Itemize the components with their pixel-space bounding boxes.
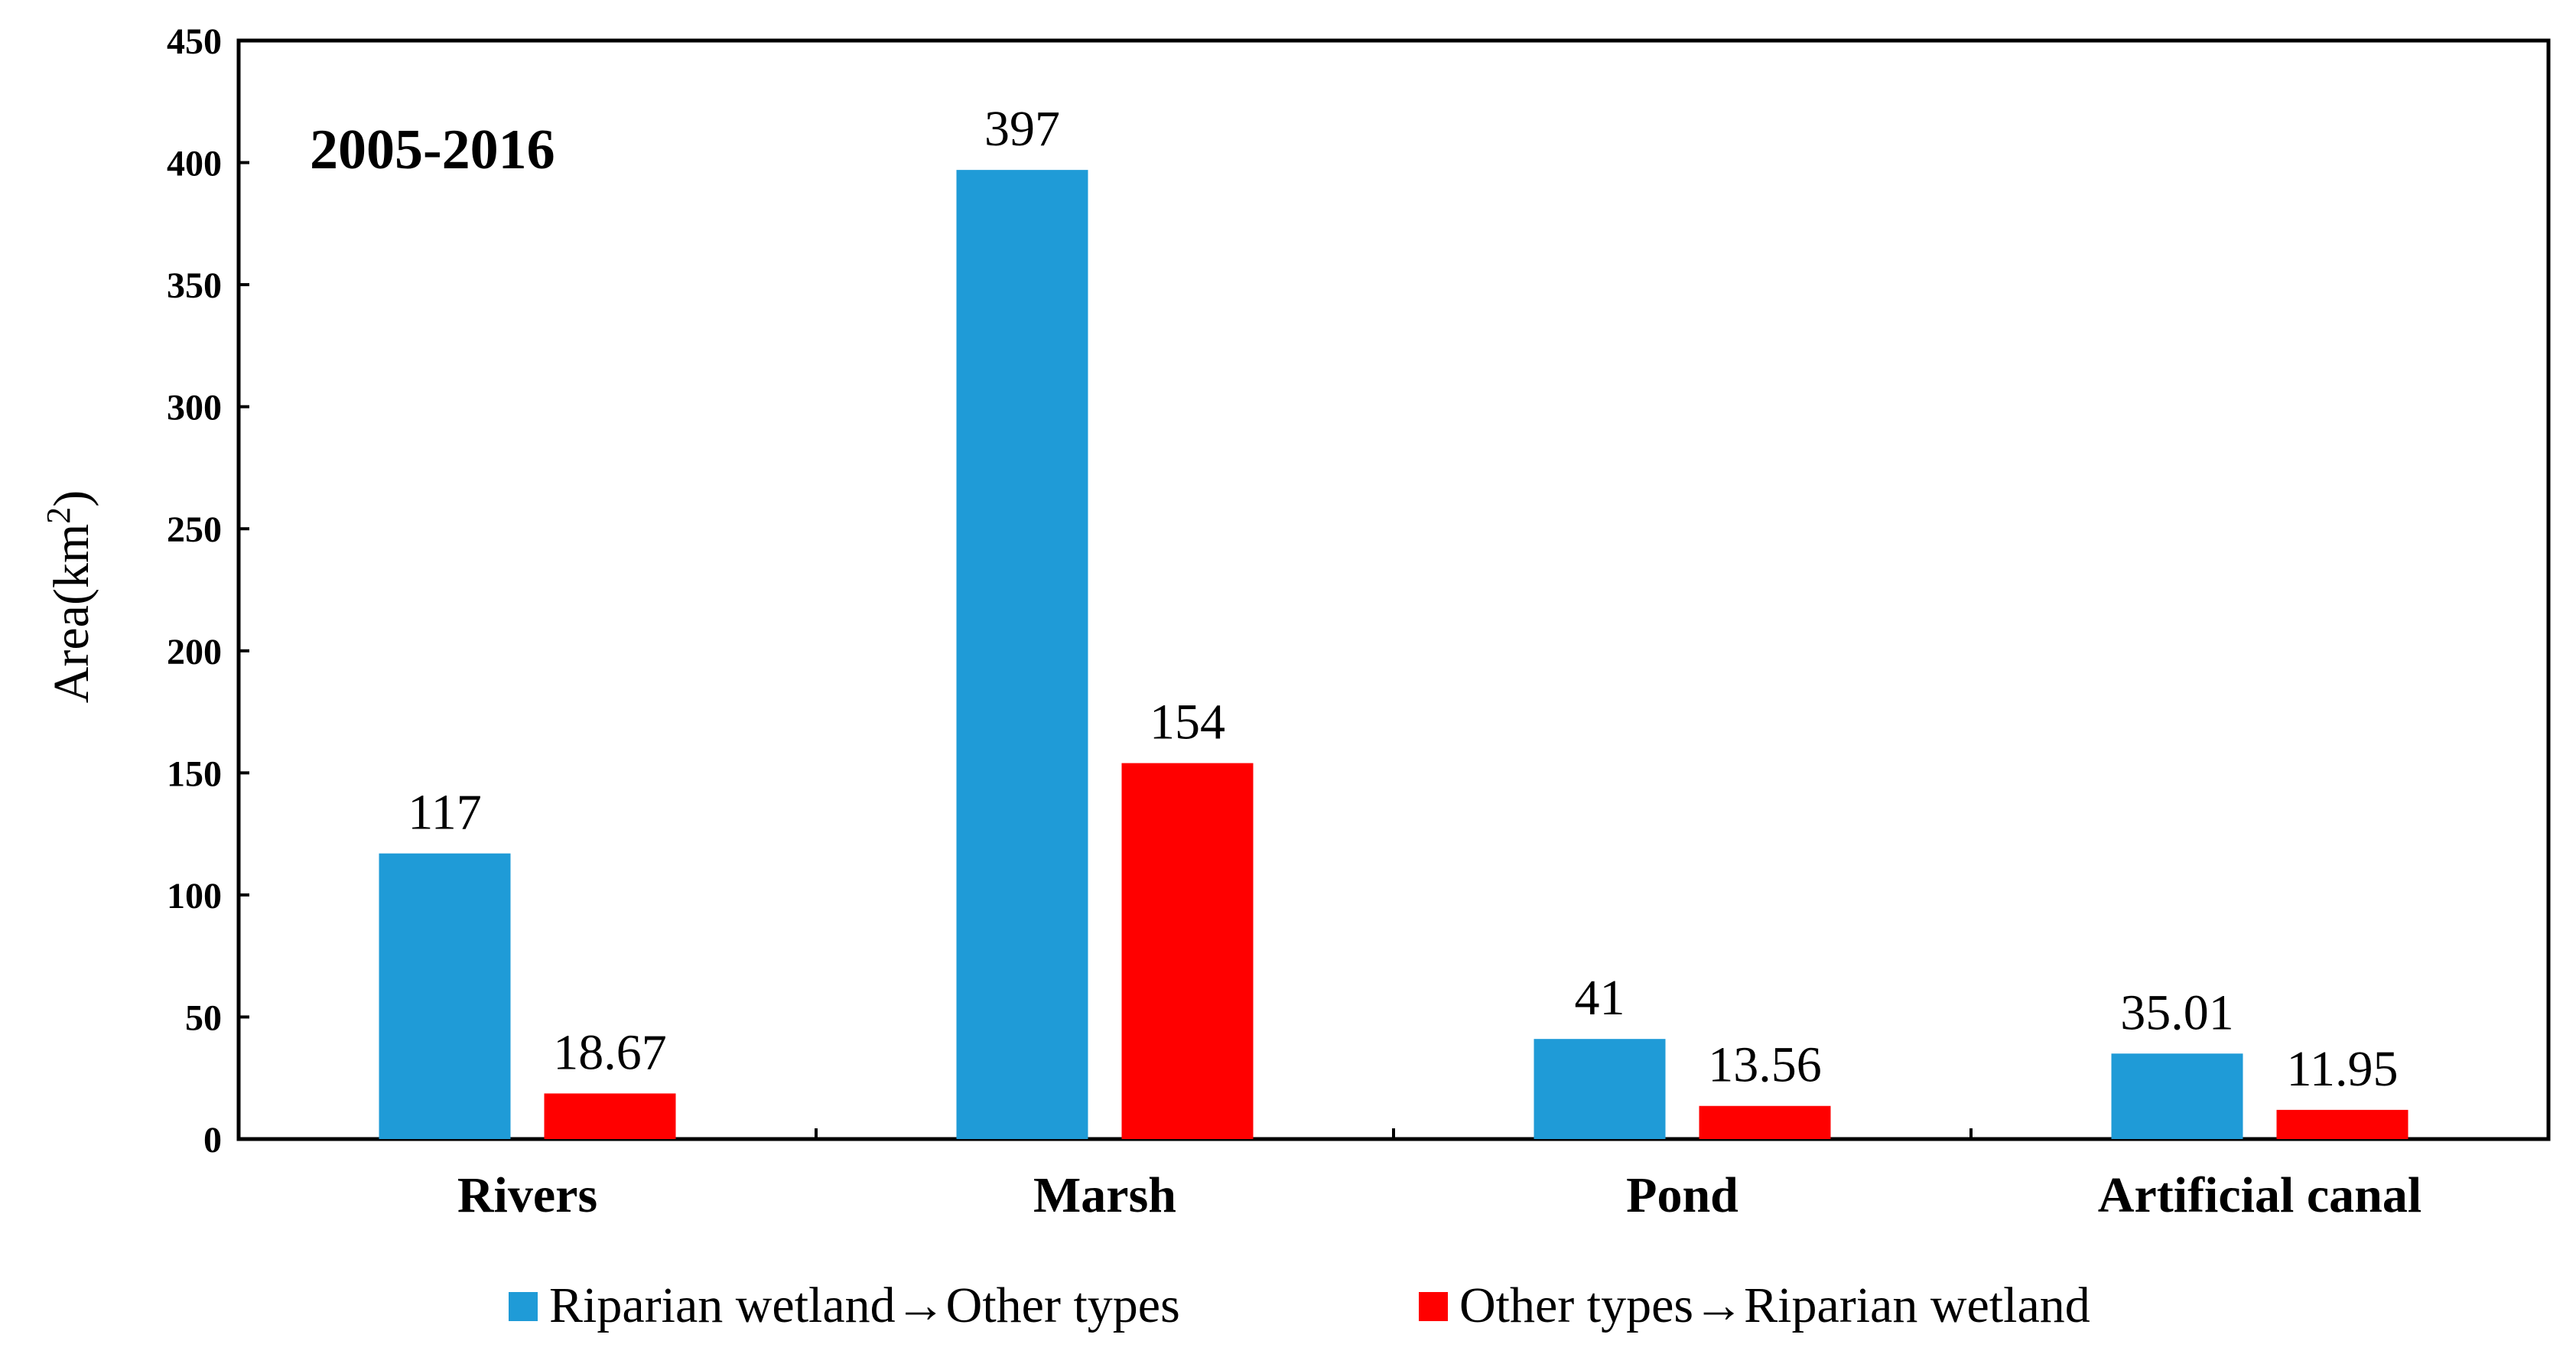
legend: Riparian wetland→Other types Other types…: [509, 1278, 2090, 1333]
x-category-label: Pond: [1626, 1167, 1738, 1223]
x-axis-ticks: [815, 1128, 1973, 1139]
data-label: 35.01: [2120, 985, 2234, 1040]
legend-label-series-2: Other types→Riparian wetland: [1459, 1278, 2090, 1333]
bar-series-1-rivers: [379, 853, 511, 1139]
data-label: 13.56: [1708, 1037, 1822, 1093]
data-label: 154: [1150, 695, 1225, 750]
data-label: 11.95: [2286, 1041, 2398, 1097]
legend-swatch-series-1: [509, 1292, 538, 1321]
bars: [379, 170, 2408, 1139]
y-tick-label: 0: [203, 1120, 222, 1160]
x-category-label: Artificial canal: [2098, 1167, 2422, 1223]
data-label: 117: [408, 785, 482, 841]
y-tick-label: 50: [185, 998, 222, 1038]
legend-label-series-1: Riparian wetland→Other types: [549, 1278, 1180, 1333]
y-tick-label: 100: [167, 876, 222, 916]
y-tick-label: 450: [167, 21, 222, 62]
y-tick-label: 200: [167, 632, 222, 672]
bar-series-1-pond: [1534, 1039, 1666, 1139]
bar-series-1-marsh: [956, 170, 1088, 1139]
bar-series-2-pond: [1699, 1105, 1831, 1139]
y-axis-title: Area(km2): [40, 490, 99, 704]
y-axis-ticks: 0 50 100 150 200 250 300 350 400 450: [167, 21, 249, 1160]
bar-series-2-rivers: [544, 1093, 676, 1139]
period-annotation: 2005-2016: [310, 119, 555, 181]
plot-area: [236, 38, 2551, 1141]
data-label: 41: [1575, 970, 1625, 1026]
data-label: 18.67: [553, 1024, 667, 1080]
x-category-label: Marsh: [1033, 1167, 1176, 1223]
y-tick-label: 400: [167, 144, 222, 184]
y-tick-label: 250: [167, 509, 222, 550]
legend-swatch-series-2: [1419, 1292, 1448, 1321]
y-tick-label: 350: [167, 265, 222, 306]
bar-series-2-marsh: [1121, 763, 1254, 1139]
x-category-label: Rivers: [457, 1167, 597, 1223]
bar-series-1-artificial-canal: [2111, 1053, 2243, 1139]
category-labels: Rivers Marsh Pond Artificial canal: [457, 1167, 2422, 1223]
data-label: 397: [984, 101, 1060, 157]
y-tick-label: 300: [167, 388, 222, 428]
y-tick-label: 150: [167, 753, 222, 794]
bar-series-2-artificial-canal: [2276, 1109, 2408, 1139]
data-labels: 117 18.67 397 154 41 13.56 35.01 11.95: [408, 101, 2398, 1097]
